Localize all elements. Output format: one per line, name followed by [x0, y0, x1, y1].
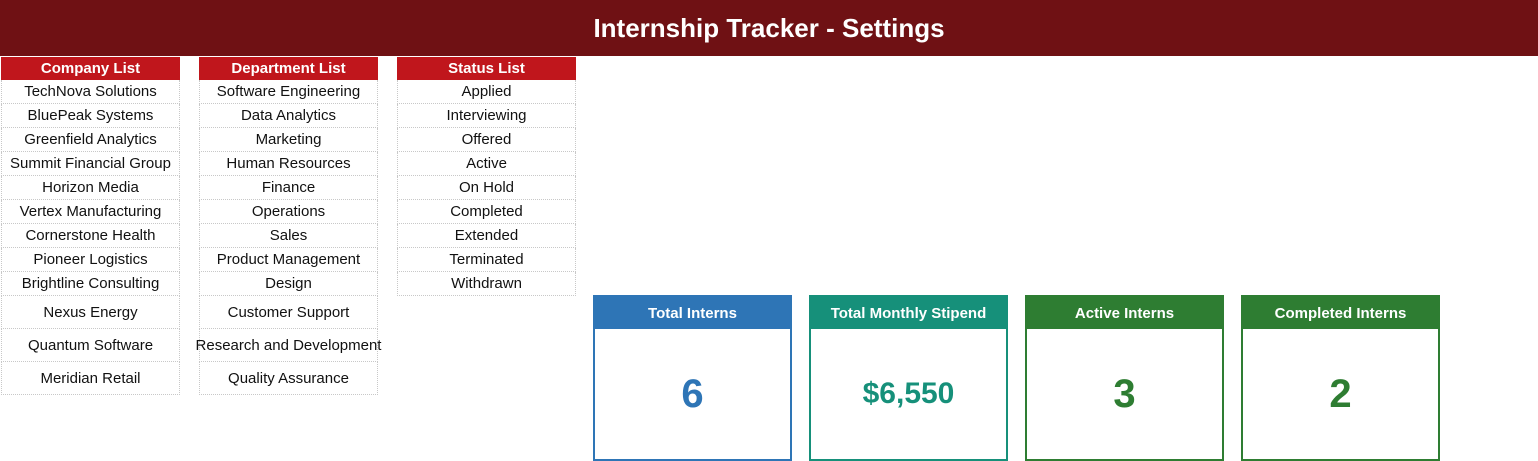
list-item: Meridian Retail [1, 362, 180, 395]
list-item: Product Management [199, 248, 378, 272]
list-item: Cornerstone Health [1, 224, 180, 248]
list-item: Applied [397, 80, 576, 104]
list-item: Operations [199, 200, 378, 224]
list-header: Department List [199, 57, 378, 80]
list-item: Human Resources [199, 152, 378, 176]
list-item: Research and Development [196, 329, 381, 362]
list-item: On Hold [397, 176, 576, 200]
list-item: Design [199, 272, 378, 296]
list-item: Data Analytics [199, 104, 378, 128]
kpi-card: Completed Interns 2 [1241, 295, 1440, 461]
list-header: Status List [397, 57, 576, 80]
list-item: Software Engineering [199, 80, 378, 104]
list-item: Extended [397, 224, 576, 248]
list-item: BluePeak Systems [1, 104, 180, 128]
kpi-label: Total Interns [595, 297, 790, 329]
list-item: Quality Assurance [199, 362, 378, 395]
list-item: Brightline Consulting [1, 272, 180, 296]
kpi-value: $6,550 [862, 377, 955, 410]
kpi-value: 2 [1329, 371, 1352, 416]
kpi-value: 3 [1113, 371, 1136, 416]
page-title: Internship Tracker - Settings [0, 0, 1538, 56]
list-item: Sales [199, 224, 378, 248]
list-item: Customer Support [199, 296, 378, 329]
list-item: Finance [199, 176, 378, 200]
list-item: Greenfield Analytics [1, 128, 180, 152]
kpi-label: Total Monthly Stipend [811, 297, 1006, 329]
list-table: Department List Software Engineering Data … [196, 57, 381, 395]
list-item: Vertex Manufacturing [1, 200, 180, 224]
list-item: TechNova Solutions [1, 80, 180, 104]
list-item: Withdrawn [397, 272, 576, 296]
list-item: Horizon Media [1, 176, 180, 200]
list-item: Completed [397, 200, 576, 224]
list-item: Quantum Software [1, 329, 180, 362]
list-item: Terminated [397, 248, 576, 272]
list-item: Nexus Energy [1, 296, 180, 329]
kpi-label: Active Interns [1027, 297, 1222, 329]
kpi-value: 6 [681, 371, 704, 416]
list-header: Company List [1, 57, 180, 80]
list-item: Offered [397, 128, 576, 152]
list-table: Status List Applied Interviewing Offered Act… [397, 57, 576, 296]
kpi-card: Total Interns 6 [593, 295, 792, 461]
list-item: Interviewing [397, 104, 576, 128]
list-item: Marketing [199, 128, 378, 152]
list-table: Company List TechNova Solutions BluePeak S… [1, 57, 180, 395]
kpi-card: Active Interns 3 [1025, 295, 1224, 461]
kpi-card: Total Monthly Stipend $6,550 [809, 295, 1008, 461]
list-item: Summit Financial Group [1, 152, 180, 176]
kpi-label: Completed Interns [1243, 297, 1438, 329]
list-item: Pioneer Logistics [1, 248, 180, 272]
list-item: Active [397, 152, 576, 176]
